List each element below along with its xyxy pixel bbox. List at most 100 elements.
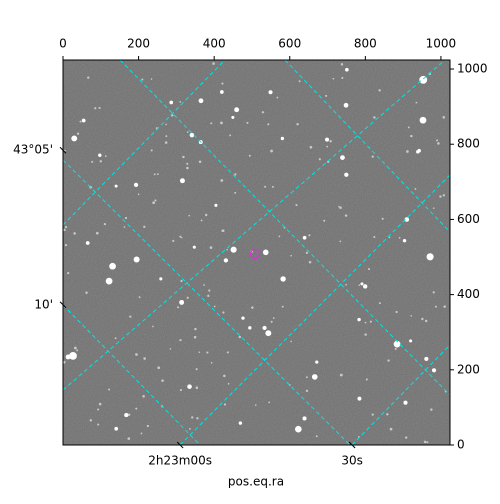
star bbox=[63, 228, 66, 232]
star bbox=[381, 217, 384, 220]
star bbox=[234, 107, 240, 113]
grid-line bbox=[179, 174, 450, 445]
star bbox=[436, 139, 439, 142]
image-noise bbox=[63, 60, 450, 445]
star bbox=[109, 262, 116, 270]
star bbox=[127, 413, 131, 417]
star bbox=[360, 282, 364, 286]
star bbox=[426, 253, 434, 261]
star bbox=[305, 389, 309, 393]
star bbox=[104, 155, 107, 158]
star bbox=[325, 137, 330, 142]
y-tick-label: 0 bbox=[457, 438, 465, 452]
star bbox=[364, 333, 367, 336]
dec-tick-label: 43°05' bbox=[13, 143, 53, 157]
star bbox=[182, 155, 185, 159]
star bbox=[345, 283, 347, 286]
star bbox=[261, 111, 265, 114]
star bbox=[91, 160, 94, 163]
star bbox=[234, 173, 237, 176]
star bbox=[419, 75, 428, 84]
star bbox=[358, 284, 361, 287]
star bbox=[73, 346, 77, 350]
star bbox=[64, 226, 68, 229]
star bbox=[403, 400, 408, 405]
star bbox=[124, 216, 128, 220]
star bbox=[443, 305, 446, 308]
star bbox=[152, 325, 154, 328]
star bbox=[186, 162, 189, 165]
star bbox=[264, 185, 267, 188]
star bbox=[373, 236, 376, 239]
star bbox=[419, 116, 427, 124]
star bbox=[430, 408, 433, 411]
star bbox=[114, 426, 119, 431]
star bbox=[305, 376, 308, 379]
star bbox=[417, 148, 421, 153]
star bbox=[137, 193, 140, 196]
star bbox=[89, 419, 93, 422]
star bbox=[138, 296, 141, 299]
star bbox=[290, 254, 292, 257]
star bbox=[67, 271, 70, 275]
star bbox=[169, 348, 172, 350]
star bbox=[315, 435, 318, 438]
grid-line bbox=[63, 159, 351, 445]
dec-tick-label: 10' bbox=[34, 297, 53, 311]
star bbox=[79, 120, 82, 123]
star bbox=[156, 173, 159, 176]
star bbox=[208, 289, 211, 292]
star bbox=[179, 101, 182, 103]
star bbox=[207, 294, 210, 298]
star bbox=[222, 311, 225, 314]
star bbox=[95, 231, 99, 235]
star bbox=[164, 141, 168, 144]
star bbox=[189, 132, 195, 138]
star bbox=[188, 428, 191, 430]
star bbox=[123, 226, 126, 228]
star bbox=[87, 76, 90, 79]
star bbox=[339, 373, 343, 377]
star bbox=[204, 213, 208, 217]
star bbox=[143, 357, 146, 360]
ra-tick bbox=[176, 441, 184, 449]
star bbox=[108, 388, 111, 391]
star bbox=[442, 194, 446, 197]
star bbox=[140, 432, 143, 435]
star bbox=[410, 315, 413, 317]
star bbox=[198, 160, 202, 164]
star bbox=[63, 360, 66, 364]
star bbox=[150, 78, 153, 80]
star bbox=[226, 351, 229, 354]
star bbox=[423, 440, 427, 444]
star bbox=[278, 235, 281, 238]
star bbox=[186, 166, 189, 170]
star bbox=[254, 404, 257, 406]
star bbox=[265, 330, 272, 337]
star bbox=[179, 338, 182, 342]
star bbox=[165, 123, 167, 126]
star bbox=[386, 413, 389, 416]
star bbox=[248, 154, 251, 157]
star bbox=[196, 417, 199, 420]
star bbox=[114, 337, 117, 340]
star bbox=[364, 321, 367, 324]
star bbox=[234, 191, 237, 194]
star bbox=[323, 219, 326, 222]
star bbox=[378, 89, 381, 92]
star bbox=[146, 424, 149, 428]
star bbox=[345, 67, 349, 72]
star bbox=[200, 219, 203, 222]
star bbox=[439, 195, 442, 198]
star bbox=[195, 386, 199, 390]
star bbox=[64, 243, 68, 247]
star bbox=[64, 149, 66, 152]
star bbox=[326, 145, 329, 148]
star bbox=[73, 232, 76, 235]
star bbox=[213, 305, 216, 308]
star bbox=[398, 236, 401, 239]
star bbox=[388, 236, 391, 239]
ra-tick-label: 30s bbox=[341, 454, 363, 468]
star bbox=[270, 320, 273, 323]
